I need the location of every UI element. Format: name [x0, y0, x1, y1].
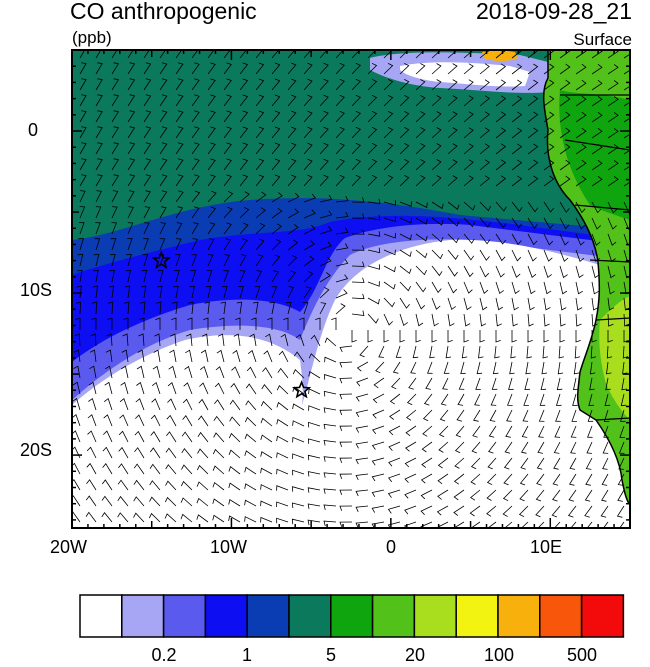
- wind-barbs: [72, 50, 630, 528]
- map-title: CO anthropogenic: [70, 0, 257, 24]
- colorbar-label-2: 5: [325, 645, 337, 665]
- colorbar-swatch: [288, 594, 332, 638]
- borders: [560, 94, 630, 421]
- colorbar-swatch: [246, 594, 290, 638]
- x-tick-10e: 10E: [530, 537, 563, 557]
- co-patch-north-inner: [400, 62, 530, 87]
- land-dark: [559, 90, 630, 220]
- level-label: Surface: [573, 30, 632, 49]
- y-tick-20s: 20S: [20, 440, 53, 460]
- colorbar-label-4: 100: [483, 645, 515, 665]
- datetime-label: 2018-09-28_21: [475, 0, 632, 24]
- units-label: (ppb): [72, 28, 112, 47]
- colorbar-swatch: [580, 594, 625, 638]
- colorbar-swatch: [455, 594, 499, 638]
- colorbar-swatch: [539, 594, 583, 638]
- x-tick-10w: 10W: [210, 537, 248, 557]
- colorbar-label-1: 1: [241, 645, 253, 665]
- colorbar-label-5: 500: [566, 645, 598, 665]
- colorbar-swatch: [79, 594, 123, 638]
- x-tick-20w: 20W: [50, 537, 88, 557]
- axis-ticks: [71, 49, 631, 528]
- colorbar-label-0: 0.2: [151, 645, 177, 665]
- colorbar-swatch: [162, 594, 207, 638]
- coast-orange: [482, 50, 518, 61]
- colorbar-swatch: [330, 594, 374, 638]
- colorbar-label-3: 20: [404, 645, 426, 665]
- co-band-5: [72, 239, 630, 528]
- colorbar-swatch: [121, 594, 165, 638]
- x-tick-0: 0: [386, 537, 397, 557]
- star-south-marker: [292, 380, 312, 399]
- star-west-marker: [151, 250, 171, 269]
- y-tick-0: 0: [28, 120, 39, 140]
- colorbar-swatch: [371, 594, 416, 638]
- colorbar-swatch: [497, 594, 541, 638]
- colorbar-swatch: [413, 594, 457, 638]
- colorbar-swatch: [204, 594, 248, 638]
- site-markers: [151, 250, 312, 399]
- plot-frame: [71, 49, 631, 529]
- y-tick-10s: 10S: [20, 280, 53, 300]
